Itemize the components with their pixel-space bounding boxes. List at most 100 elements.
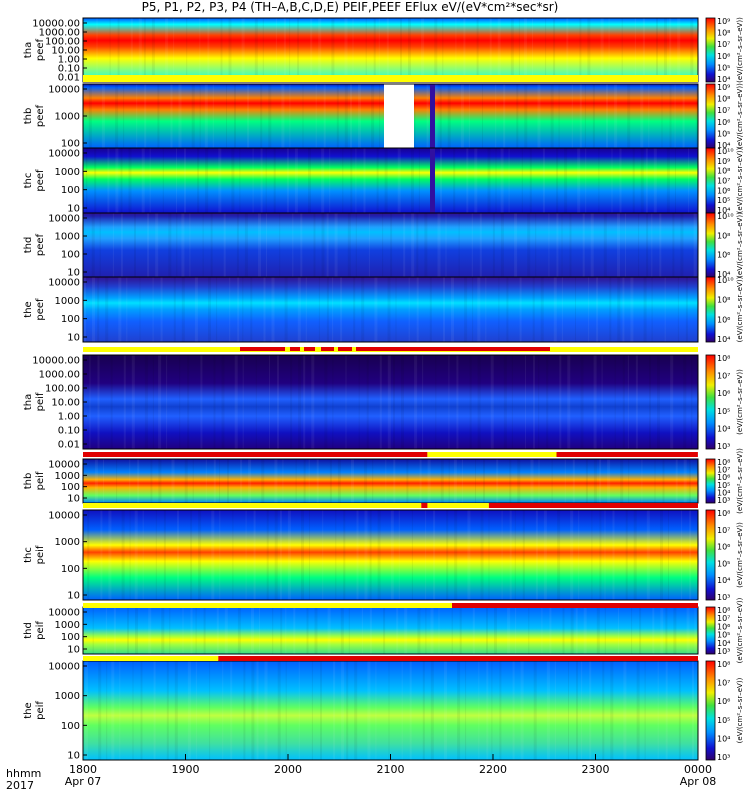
spectrogram-streak [672, 213, 675, 277]
spectrogram-streak [229, 277, 231, 342]
spectrogram-streak [364, 510, 368, 600]
spectrogram-streak [379, 84, 381, 148]
colorbar [705, 660, 716, 761]
y-axis-label: thc [23, 547, 34, 563]
spectrogram-streak [598, 148, 600, 213]
y-axis-label: peif [35, 471, 46, 490]
spectrogram-streak [652, 607, 655, 654]
spectrogram-streak [570, 607, 574, 654]
flag-segment [240, 347, 550, 351]
spectrogram-streak [442, 18, 444, 82]
spectrogram-streak [94, 148, 97, 213]
spectrogram-streak [256, 661, 259, 760]
spectrogram-streak [350, 84, 352, 148]
spectrogram-streak [297, 277, 301, 342]
flag-segment [83, 75, 698, 82]
spectrogram-streak [260, 148, 263, 213]
spectrogram-streak [551, 459, 553, 503]
spectrogram-streak [302, 84, 304, 148]
spectrogram-streak [166, 661, 169, 760]
y-tick-label: 10 [67, 645, 80, 656]
y-axis-label: thc [23, 173, 34, 189]
spectrogram-streak [191, 84, 195, 148]
spectrogram-streak [151, 18, 155, 82]
spectrogram-streak [557, 510, 561, 600]
spectrogram-streak [497, 18, 501, 82]
spectrogram-streak [657, 355, 660, 449]
spectrogram-streak [231, 148, 235, 213]
spectrogram-streak [212, 84, 214, 148]
flag-segment [83, 603, 452, 608]
spectrogram-streak [199, 84, 201, 148]
y-tick-label: 0.01 [58, 73, 80, 84]
spectrogram-streak [139, 277, 141, 342]
spectrogram-streak [666, 148, 670, 213]
spectrogram-streak [100, 510, 103, 600]
spectrogram-streak [675, 459, 678, 503]
spectrogram-streak [268, 84, 272, 148]
spectrogram-streak [461, 459, 463, 503]
spectrogram-streak [636, 661, 640, 760]
spectrogram-streak [99, 213, 101, 277]
spectrogram-streak [248, 459, 252, 503]
spectrogram-streak [559, 355, 562, 449]
spectrogram-streak [318, 18, 322, 82]
data-spike [430, 84, 435, 148]
spectrogram-streak [608, 18, 610, 82]
spectrogram-streak [298, 661, 300, 760]
spectrogram-streak [141, 148, 145, 213]
colorbar-tick-label: 10⁸ [717, 354, 730, 363]
spectrogram-streak [171, 459, 175, 503]
spectrogram-streak [503, 355, 507, 449]
spectrogram-streak [511, 355, 513, 449]
spectrogram-streak [251, 661, 255, 760]
spectrogram-streak [512, 661, 515, 760]
spectrogram-streak [327, 607, 331, 654]
y-tick-label: 100 [61, 185, 80, 196]
spectrogram-streak [277, 661, 281, 760]
spectrogram-image [83, 18, 698, 82]
spectrogram-streak [519, 277, 522, 342]
spectrogram-streak [657, 661, 659, 760]
spectrogram-streak [529, 148, 532, 213]
colorbar-unit-label: (eV/(cm²–s–sr–eV)) [736, 369, 744, 435]
spectrogram-streak [341, 661, 345, 760]
spectrogram-streak [465, 661, 467, 760]
colorbar-tick-label: 10⁸ [717, 606, 730, 615]
spectrogram-streak [108, 510, 112, 600]
spectrogram-streak [681, 510, 683, 600]
year-axis-label: 2017 [6, 779, 34, 792]
spectrogram-streak [411, 510, 413, 600]
panel-tha-peif: 10000.00 1000.00 100.00 10.00 1.00 0.10 0.01 th… [23, 347, 744, 451]
spectrogram-streak [271, 277, 275, 342]
spectrogram-streak [591, 510, 593, 600]
panel-frame [82, 276, 699, 343]
spectrogram-streak [472, 607, 475, 654]
colorbar-tick-label: 10⁷ [717, 372, 730, 381]
spectrogram-streak [482, 84, 483, 148]
flag-segment [83, 503, 422, 508]
spectrogram-streak [253, 510, 256, 600]
spectrogram-streak [478, 661, 480, 760]
spectrogram-streak [509, 510, 512, 600]
spectrogram-streak [186, 18, 188, 82]
spectrogram-streak [190, 607, 193, 654]
colorbar-tick-label: 10⁷ [717, 526, 730, 535]
colorbar [705, 212, 716, 278]
spectrogram-streak [281, 84, 285, 148]
y-tick-label: 1000 [55, 620, 80, 631]
spectrogram-streak [298, 355, 302, 449]
spectrogram-streak [373, 18, 376, 82]
spectrogram-streak [661, 84, 663, 148]
spectrogram-streak [468, 84, 470, 148]
spectrogram-streak [308, 459, 310, 503]
spectrogram-streak [553, 277, 557, 342]
spectrogram-streak [232, 510, 234, 600]
spectrogram-streak [152, 277, 154, 342]
spectrogram-streak [546, 355, 549, 449]
spectrogram-streak [496, 459, 499, 503]
y-tick-label: 1000 [55, 296, 80, 307]
spectrogram-streak [96, 18, 98, 82]
spectrogram-streak [675, 148, 676, 213]
spectrogram-streak [518, 18, 520, 82]
